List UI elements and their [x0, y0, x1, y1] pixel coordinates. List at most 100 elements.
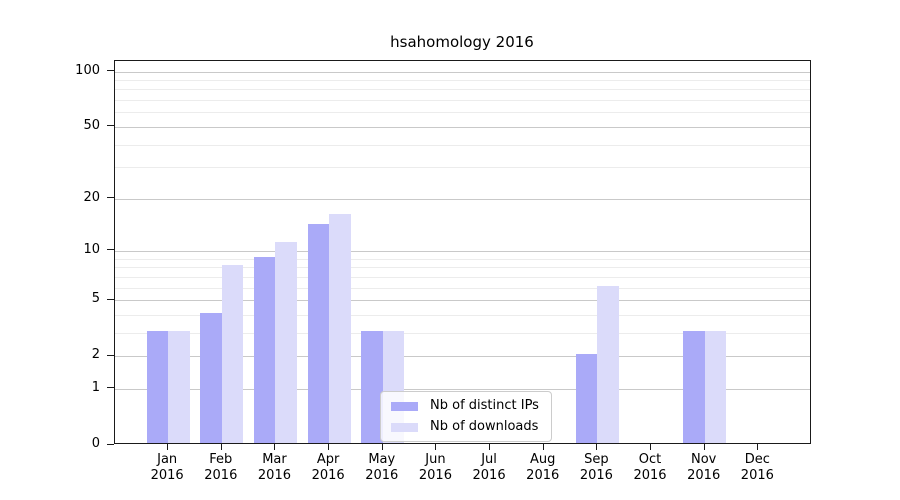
legend-item-distinct-ips: Nb of distinct IPs — [391, 398, 539, 414]
y-tick-label-20: 20 — [83, 189, 100, 205]
minor-gridline-70 — [114, 100, 810, 102]
x-tick-label-nov: Nov 2016 — [672, 452, 736, 484]
minor-gridline-3 — [114, 332, 810, 334]
x-tick-mark-oct — [650, 444, 652, 450]
major-gridline-2 — [114, 356, 810, 358]
x-tick-label-jun: Jun 2016 — [403, 452, 467, 484]
x-tick-label-year-jan: 2016 — [150, 468, 184, 483]
y-tick-label-5: 5 — [91, 291, 100, 307]
x-tick-mark-dec — [757, 444, 759, 450]
bar-distinct-ips-may — [361, 330, 383, 443]
plot-area — [113, 60, 811, 444]
minor-gridline-30 — [114, 167, 810, 169]
minor-gridline-6 — [114, 287, 810, 289]
y-tick-label-100: 100 — [75, 62, 100, 78]
y-tick-mark-10 — [106, 249, 114, 251]
minor-gridline-40 — [114, 144, 810, 146]
x-tick-label-year-dec: 2016 — [740, 468, 774, 483]
x-tick-mark-feb — [220, 444, 222, 450]
x-tick-label-month-nov: Nov — [691, 452, 717, 467]
x-tick-mark-jun — [435, 444, 437, 450]
major-gridline-100 — [114, 71, 810, 73]
y-tick-mark-50 — [106, 125, 114, 127]
x-tick-label-month-jul: Jul — [481, 452, 497, 467]
x-tick-label-feb: Feb 2016 — [189, 452, 253, 484]
minor-gridline-4 — [114, 314, 810, 316]
x-tick-label-month-apr: Apr — [316, 452, 340, 467]
x-tick-mark-jul — [489, 444, 491, 450]
x-tick-label-may: May 2016 — [350, 452, 414, 484]
legend-swatch-distinct-ips — [391, 401, 418, 411]
x-tick-mark-apr — [328, 444, 330, 450]
bar-distinct-ips-nov — [683, 330, 705, 443]
y-tick-mark-2 — [106, 354, 114, 356]
x-tick-label-apr: Apr 2016 — [296, 452, 360, 484]
x-tick-label-month-may: May — [368, 452, 396, 467]
bar-distinct-ips-jan — [146, 330, 169, 443]
major-gridline-1 — [114, 388, 810, 390]
bar-downloads-feb — [221, 265, 244, 443]
legend-label-downloads: Nb of downloads — [430, 419, 539, 434]
major-gridline-50 — [114, 126, 810, 128]
y-tick-label-50: 50 — [83, 117, 100, 133]
chart-title: hsahomology 2016 — [390, 33, 534, 51]
y-tick-label-2: 2 — [91, 347, 100, 363]
x-tick-label-year-aug: 2016 — [526, 468, 560, 483]
y-tick-label-10: 10 — [83, 241, 100, 257]
x-tick-label-month-feb: Feb — [209, 452, 233, 467]
x-tick-label-year-sep: 2016 — [579, 468, 613, 483]
x-tick-label-year-oct: 2016 — [633, 468, 667, 483]
x-tick-label-dec: Dec 2016 — [725, 452, 789, 484]
x-tick-mark-sep — [596, 444, 598, 450]
y-tick-mark-5 — [106, 298, 114, 300]
bar-downloads-nov — [704, 330, 727, 443]
x-tick-label-month-aug: Aug — [530, 452, 556, 467]
x-tick-label-sep: Sep 2016 — [564, 452, 628, 484]
x-tick-label-year-nov: 2016 — [687, 468, 721, 483]
bar-downloads-apr — [329, 213, 351, 443]
x-tick-label-aug: Aug 2016 — [511, 452, 575, 484]
major-gridline-5 — [114, 300, 810, 302]
minor-gridline-9 — [114, 258, 810, 260]
x-tick-label-year-mar: 2016 — [257, 468, 291, 483]
minor-gridline-90 — [114, 80, 810, 82]
legend-item-downloads: Nb of downloads — [391, 419, 539, 435]
x-tick-mark-jan — [167, 444, 169, 450]
x-tick-label-month-mar: Mar — [262, 452, 287, 467]
x-tick-label-month-jun: Jun — [425, 452, 446, 467]
bar-downloads-jan — [168, 330, 190, 443]
x-tick-label-month-jan: Jan — [157, 452, 178, 467]
x-tick-label-year-feb: 2016 — [204, 468, 238, 483]
minor-gridline-8 — [114, 267, 810, 269]
x-tick-label-oct: Oct 2016 — [618, 452, 682, 484]
x-tick-label-month-dec: Dec — [744, 452, 770, 467]
x-tick-label-mar: Mar 2016 — [242, 452, 306, 484]
bar-distinct-ips-feb — [200, 312, 222, 443]
bar-downloads-sep — [597, 285, 619, 443]
bar-distinct-ips-apr — [307, 223, 330, 443]
legend: Nb of distinct IPs Nb of downloads — [380, 391, 552, 442]
x-tick-mark-may — [381, 444, 383, 450]
x-tick-label-month-sep: Sep — [584, 452, 609, 467]
bar-downloads-mar — [275, 241, 297, 443]
x-tick-mark-mar — [274, 444, 276, 450]
major-gridline-10 — [114, 250, 810, 252]
bar-distinct-ips-mar — [253, 256, 276, 443]
major-gridline-20 — [114, 198, 810, 200]
y-tick-mark-1 — [106, 387, 114, 389]
y-tick-mark-100 — [106, 70, 114, 72]
y-tick-label-1: 1 — [91, 379, 100, 395]
x-tick-label-jul: Jul 2016 — [457, 452, 521, 484]
x-tick-label-year-jun: 2016 — [418, 468, 452, 483]
x-tick-label-jan: Jan 2016 — [135, 452, 199, 484]
y-tick-label-0: 0 — [91, 436, 100, 451]
x-tick-label-year-apr: 2016 — [311, 468, 345, 483]
x-tick-mark-nov — [703, 444, 705, 450]
legend-label-distinct-ips: Nb of distinct IPs — [430, 398, 539, 413]
minor-gridline-7 — [114, 276, 810, 278]
legend-swatch-downloads — [391, 422, 418, 432]
x-tick-mark-aug — [542, 444, 544, 450]
minor-gridline-60 — [114, 112, 810, 114]
y-tick-mark-20 — [106, 197, 114, 199]
